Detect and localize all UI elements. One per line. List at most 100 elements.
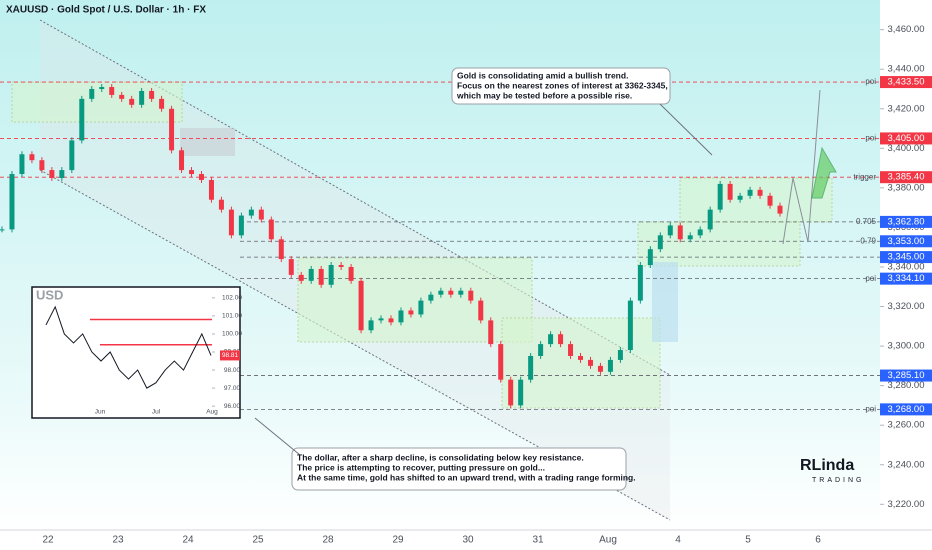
range-zone <box>11 81 183 123</box>
candle <box>637 265 643 301</box>
candle <box>538 344 544 356</box>
time-axis-background <box>0 530 932 550</box>
candle <box>717 183 723 210</box>
candle <box>288 259 294 275</box>
y-tick-label: 3,380.00 <box>888 182 925 193</box>
candle <box>348 266 354 281</box>
y-tick-label: 3,280.00 <box>888 380 925 391</box>
candle <box>278 239 284 260</box>
candle <box>488 320 494 345</box>
level-tag: 0.705 <box>856 217 877 226</box>
x-tick-label: 31 <box>532 535 544 546</box>
candle <box>727 183 733 200</box>
candle <box>597 365 603 372</box>
inset-last-label: 98.81 <box>222 352 239 359</box>
candle <box>208 179 214 200</box>
candle <box>647 249 653 265</box>
y-tick-label: 3,420.00 <box>888 103 925 114</box>
candle <box>159 98 165 109</box>
annotation-line: Focus on the nearest zones of interest a… <box>457 80 668 90</box>
price-tag-label: 3,433.50 <box>888 77 925 88</box>
x-tick-label: 23 <box>112 535 124 546</box>
logo-sub: TRADING <box>812 477 865 484</box>
candle <box>49 170 55 178</box>
level-tag: poi <box>865 77 876 86</box>
candle <box>179 150 185 171</box>
candle <box>378 318 384 321</box>
x-tick-label: 25 <box>252 535 264 546</box>
candle <box>368 320 374 331</box>
candle <box>468 290 474 301</box>
candle <box>667 225 673 236</box>
candle <box>528 355 534 380</box>
candle <box>149 90 155 99</box>
inset-line <box>45 305 212 389</box>
inset-tick-label: 97.00 <box>224 385 241 392</box>
candle <box>0 229 5 231</box>
price-tag <box>880 272 932 285</box>
annotation-line: which may be tested before a possible ri… <box>456 90 632 100</box>
candle <box>687 235 693 240</box>
candle <box>129 98 135 105</box>
price-tag <box>880 215 932 228</box>
price-tag <box>880 235 932 248</box>
candle <box>458 290 464 295</box>
candle <box>438 290 444 295</box>
candle <box>358 280 364 331</box>
x-tick-label: 29 <box>392 535 404 546</box>
candle <box>757 189 763 196</box>
candle <box>398 310 404 323</box>
bullish-arrow <box>811 146 837 199</box>
candle <box>707 209 713 230</box>
x-tick-label: 5 <box>745 535 751 546</box>
candle <box>737 195 743 200</box>
channel-line <box>39 19 671 376</box>
candle <box>198 174 204 180</box>
price-tag <box>880 171 932 184</box>
x-tick-label: 24 <box>182 535 194 546</box>
price-tag-label: 3,268.00 <box>888 404 925 415</box>
candle <box>338 265 344 267</box>
inset-x-label: Aug <box>206 409 218 416</box>
range-zone <box>501 317 661 409</box>
inset-tick-label: 96.00 <box>224 403 241 410</box>
y-tick-label: 3,460.00 <box>888 24 925 35</box>
candle <box>747 189 753 196</box>
annotation-line: Gold is consolidating amid a bullish tre… <box>457 70 628 80</box>
inset-panel <box>31 286 241 419</box>
price-tag <box>880 369 932 382</box>
candle <box>328 265 334 285</box>
inset-last-tag <box>220 350 240 361</box>
price-tag <box>880 132 932 145</box>
candle <box>119 94 125 99</box>
y-tick-label: 3,400.00 <box>888 143 925 154</box>
price-tag-label: 3,385.40 <box>888 172 925 183</box>
x-tick-label: 28 <box>322 535 334 546</box>
candle <box>99 87 105 89</box>
level-tag: poi <box>865 134 876 143</box>
inset-tick-label: 100.00 <box>222 331 242 338</box>
x-tick-label: 6 <box>815 535 821 546</box>
candle <box>548 334 554 345</box>
annotation-box <box>291 447 627 491</box>
price-tag-label: 3,405.00 <box>888 133 925 144</box>
price-tag <box>880 251 932 264</box>
inset-tick-label: 101.00 <box>222 313 242 320</box>
price-tag <box>880 76 932 89</box>
candle <box>89 88 95 99</box>
inset-x-label: Jun <box>95 409 106 416</box>
inset-tick-label: 98.00 <box>224 367 241 374</box>
candle <box>318 268 324 285</box>
candle <box>508 379 514 406</box>
price-tag-label: 3,362.80 <box>888 216 925 227</box>
range-zone <box>679 177 833 223</box>
y-tick-label: 3,320.00 <box>888 301 925 312</box>
candle <box>498 344 504 380</box>
price-tag-label: 3,353.00 <box>888 236 925 247</box>
candle <box>248 209 254 216</box>
candle <box>19 154 25 175</box>
candle <box>79 98 85 141</box>
annotation-line: At the same time, gold has shifted to an… <box>297 472 636 482</box>
candle <box>69 140 75 171</box>
